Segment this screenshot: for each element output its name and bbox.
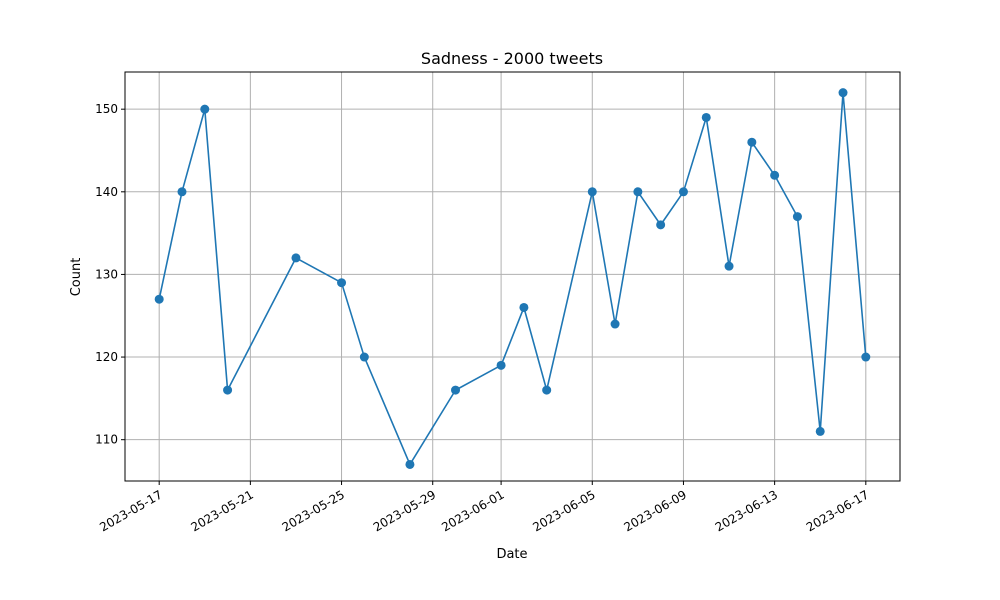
y-tick-label: 120 xyxy=(95,350,118,364)
data-point xyxy=(519,302,529,312)
y-axis: 110 120 130 140 150 xyxy=(95,102,125,447)
data-point xyxy=(405,459,415,469)
y-axis-label: Count xyxy=(69,258,84,297)
data-point xyxy=(724,261,734,271)
data-point xyxy=(223,385,233,395)
data-point xyxy=(633,187,643,197)
data-point xyxy=(678,187,688,197)
data-point xyxy=(770,170,780,180)
data-point xyxy=(610,319,620,329)
data-point xyxy=(838,88,848,98)
y-tick-label: 150 xyxy=(95,102,118,116)
data-point xyxy=(792,212,802,222)
data-point xyxy=(200,104,210,114)
data-point xyxy=(656,220,666,230)
y-tick-label: 110 xyxy=(95,433,118,447)
data-point xyxy=(337,278,347,288)
data-point xyxy=(747,137,757,147)
y-tick-label: 140 xyxy=(95,185,118,199)
data-point xyxy=(701,112,711,122)
data-point xyxy=(496,360,506,370)
data-point xyxy=(291,253,301,263)
grid xyxy=(125,72,900,481)
data-point xyxy=(154,294,164,304)
chart-title: Sadness - 2000 tweets xyxy=(421,49,603,68)
data-point xyxy=(542,385,552,395)
series-points-layer xyxy=(154,88,871,469)
data-point xyxy=(815,426,825,436)
data-point xyxy=(177,187,187,197)
plot-frame xyxy=(124,71,901,482)
x-axis-label: Date xyxy=(496,547,527,562)
data-point xyxy=(587,187,597,197)
data-point xyxy=(861,352,871,362)
data-point xyxy=(451,385,461,395)
y-tick-label: 130 xyxy=(95,267,118,281)
data-point xyxy=(359,352,369,362)
